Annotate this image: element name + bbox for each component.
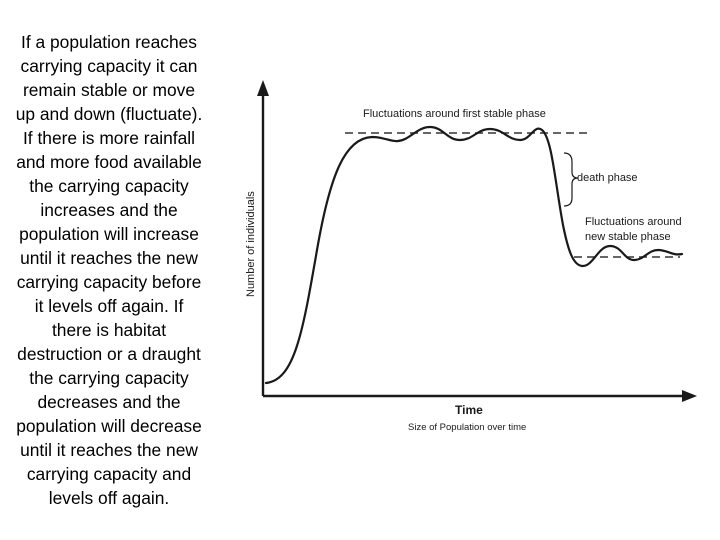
- text-line: remain stable or move: [22, 80, 196, 100]
- text-line: carrying capacity and: [26, 464, 192, 484]
- text-line: it levels off again. If: [34, 296, 184, 316]
- text-line: up and down (fluctuate).: [15, 104, 203, 124]
- text-line: If a population reaches: [21, 32, 197, 52]
- text-line: carrying capacity it can: [20, 56, 198, 76]
- text-line: there is habitat: [51, 320, 167, 340]
- text-line: destruction or a draught: [17, 344, 201, 364]
- diagram-caption: Size of Population over time: [408, 422, 526, 433]
- text-line: increases and the: [40, 200, 178, 220]
- text-line: population will increase: [19, 224, 199, 244]
- explanation-text: If a population reaches carrying capacit…: [2, 30, 216, 510]
- text-line: population will decrease: [16, 416, 202, 436]
- text-line: and more food available: [16, 152, 202, 172]
- text-line: until it reaches the new: [20, 248, 198, 268]
- label-new-stable-phase-line1: Fluctuations around: [585, 216, 682, 228]
- text-line: decreases and the: [37, 392, 181, 412]
- label-new-stable-phase-line2: new stable phase: [585, 231, 671, 243]
- text-line: until it reaches the new: [20, 440, 198, 460]
- text-line: the carrying capacity: [29, 368, 189, 388]
- label-death-phase: death phase: [577, 172, 638, 184]
- text-line: levels off again.: [48, 488, 170, 508]
- x-axis-arrowhead: [682, 390, 697, 402]
- population-curve: [264, 125, 684, 385]
- label-first-stable-phase: Fluctuations around first stable phase: [363, 108, 546, 120]
- x-axis-label: Time: [455, 403, 483, 417]
- y-axis-arrowhead: [257, 80, 269, 96]
- death-phase-bracket: [563, 152, 579, 207]
- text-line: the carrying capacity: [29, 176, 189, 196]
- y-axis-label: Number of individuals: [245, 191, 257, 297]
- text-line: If there is more rainfall: [22, 128, 196, 148]
- text-line: carrying capacity before: [16, 272, 202, 292]
